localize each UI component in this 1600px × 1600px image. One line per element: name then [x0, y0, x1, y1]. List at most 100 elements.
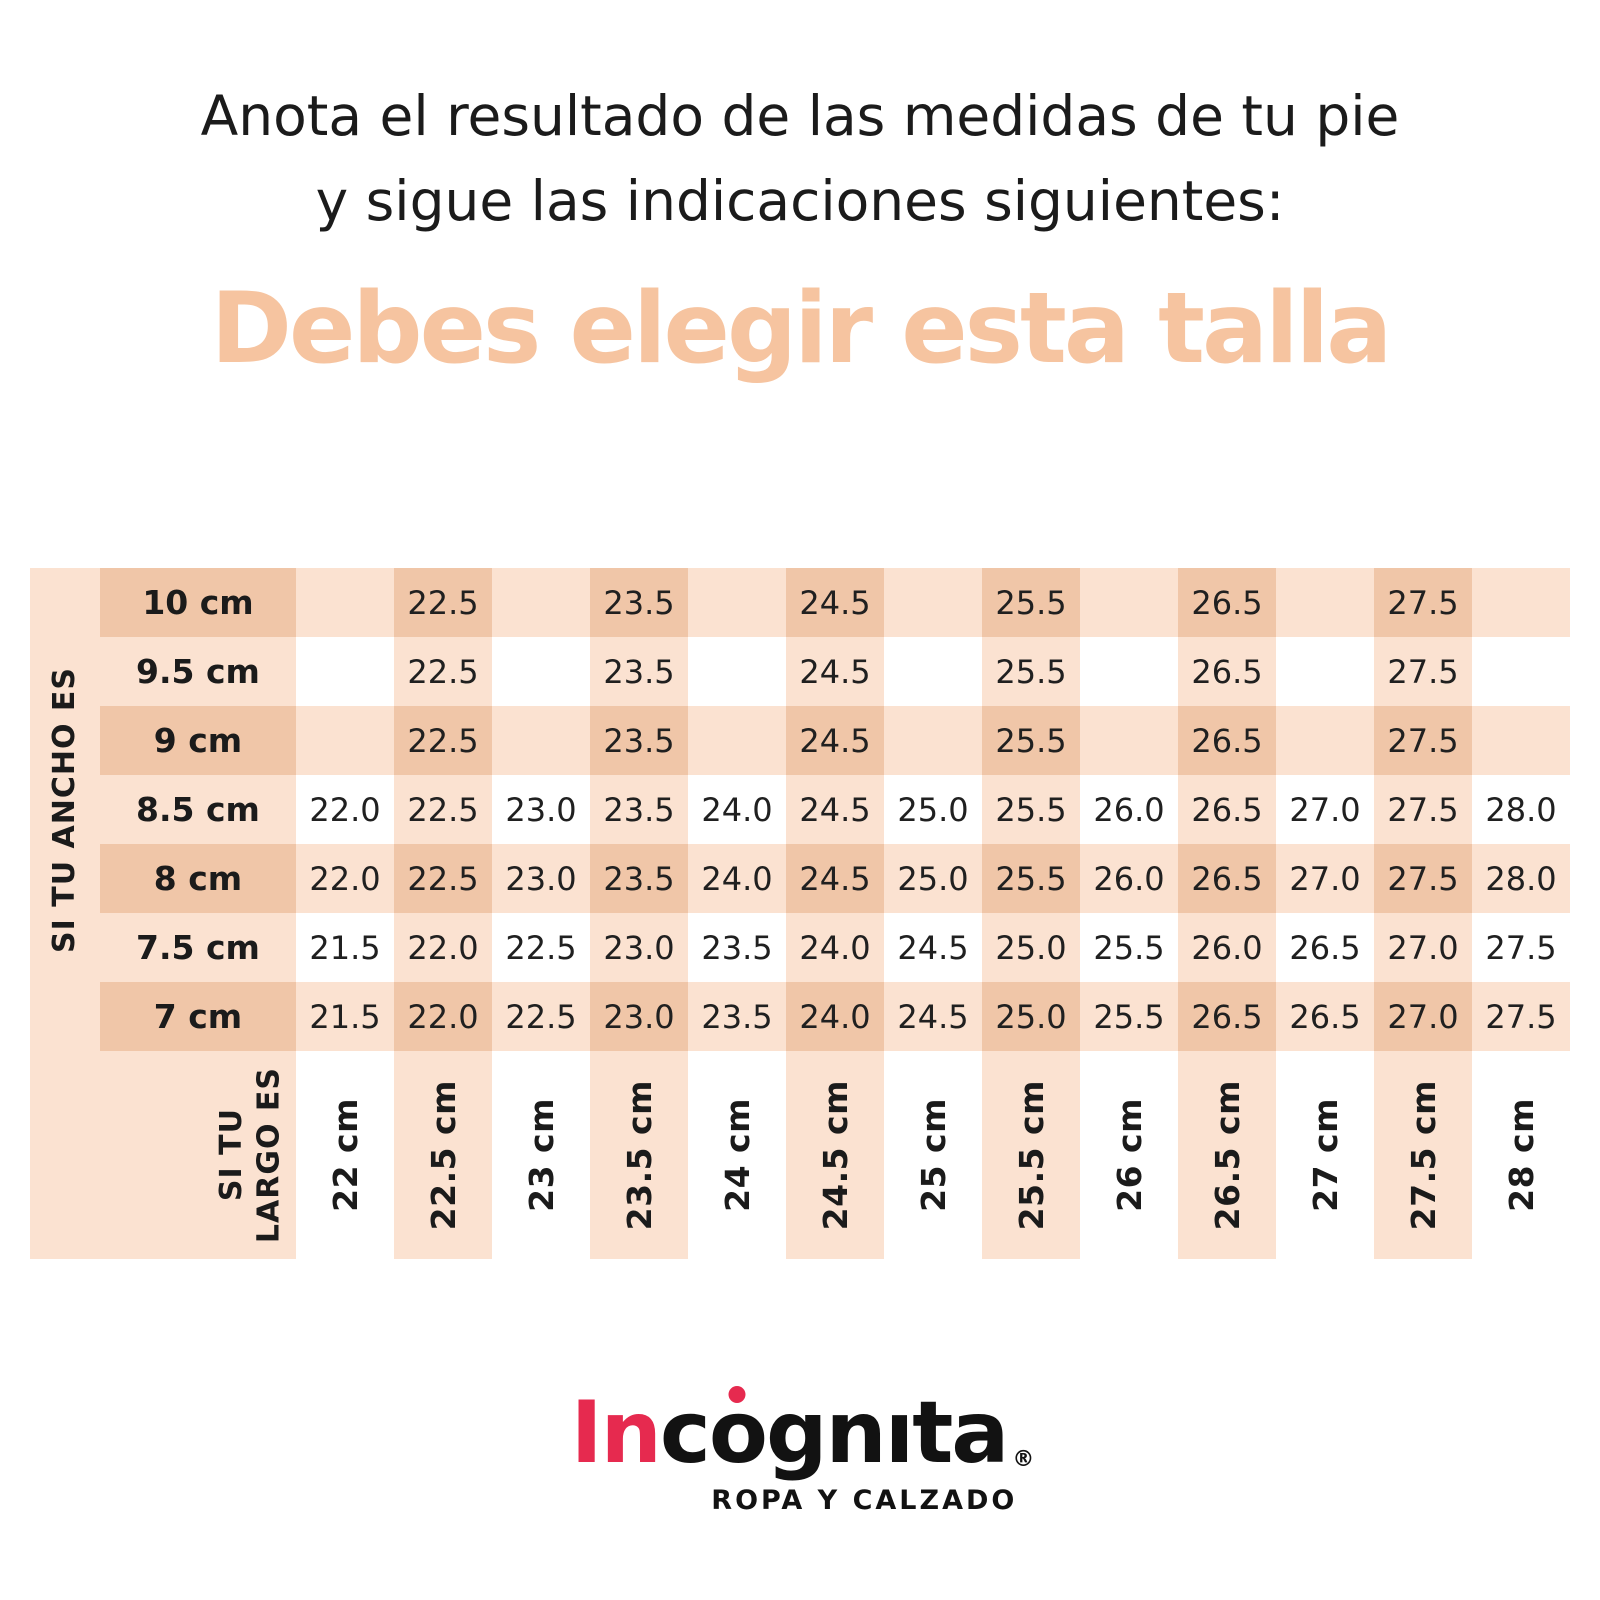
size-cell: 23.5 — [590, 568, 688, 637]
size-cell: 25.5 — [982, 844, 1080, 913]
size-cell — [1472, 568, 1570, 637]
column-label-cell: 27 cm — [1276, 1051, 1374, 1259]
wordmark-prefix: In — [570, 1383, 662, 1483]
size-cell: 27.5 — [1374, 775, 1472, 844]
size-cell — [492, 568, 590, 637]
size-cell — [492, 637, 590, 706]
size-cell: 27.5 — [1374, 568, 1472, 637]
size-cell: 25.5 — [982, 637, 1080, 706]
size-cell: 24.0 — [688, 844, 786, 913]
size-cell: 23.0 — [492, 844, 590, 913]
size-cell: 23.5 — [590, 706, 688, 775]
size-cell — [1276, 706, 1374, 775]
size-cell: 27.0 — [1374, 913, 1472, 982]
page-title: Anota el resultado de las medidas de tu … — [0, 74, 1600, 245]
column-label: 24 cm — [717, 1098, 757, 1212]
size-cell: 24.5 — [884, 982, 982, 1051]
brand-tagline: ROPA Y CALZADO — [711, 1484, 1018, 1516]
size-cell — [296, 637, 394, 706]
size-cell: 25.5 — [1080, 913, 1178, 982]
size-cell: 25.0 — [982, 913, 1080, 982]
size-cell: 22.0 — [394, 982, 492, 1051]
column-label-cell: 23 cm — [492, 1051, 590, 1259]
size-cell — [884, 637, 982, 706]
page-title-line2: y sigue las indicaciones siguientes: — [315, 169, 1285, 234]
wordmark-suffix: gnıta — [765, 1383, 1009, 1483]
size-cell: 25.0 — [884, 844, 982, 913]
size-cell: 26.5 — [1178, 706, 1276, 775]
size-cell: 26.5 — [1178, 568, 1276, 637]
wordmark-c: c — [659, 1383, 711, 1483]
size-cell: 23.5 — [590, 637, 688, 706]
column-label-cell: 27.5 cm — [1374, 1051, 1472, 1259]
size-cell: 26.0 — [1178, 913, 1276, 982]
size-cell — [1276, 637, 1374, 706]
size-cell: 24.5 — [786, 568, 884, 637]
size-cell: 27.5 — [1472, 913, 1570, 982]
size-cell: 27.5 — [1472, 982, 1570, 1051]
size-cell: 24.5 — [786, 844, 884, 913]
size-cell: 22.5 — [492, 982, 590, 1051]
size-cell: 23.5 — [688, 913, 786, 982]
size-cell: 25.5 — [982, 775, 1080, 844]
logo-accent-dot — [728, 1386, 746, 1403]
size-cell: 23.5 — [590, 844, 688, 913]
size-cell: 26.5 — [1178, 637, 1276, 706]
column-label: 25 cm — [913, 1098, 953, 1212]
size-cell: 23.0 — [492, 775, 590, 844]
column-label: 23 cm — [521, 1098, 561, 1212]
size-cell — [1080, 706, 1178, 775]
size-cell: 26.5 — [1178, 775, 1276, 844]
size-cell: 24.5 — [884, 913, 982, 982]
size-cell — [688, 706, 786, 775]
length-axis-label: SI TU LARGO ES — [213, 1067, 288, 1243]
size-cell: 21.5 — [296, 982, 394, 1051]
size-cell — [688, 568, 786, 637]
size-cell: 25.5 — [982, 706, 1080, 775]
size-cell: 22.5 — [394, 568, 492, 637]
column-label: 28 cm — [1501, 1098, 1541, 1212]
width-axis-strip: SI TU ANCHO ES — [30, 568, 100, 1051]
size-cell: 24.5 — [786, 706, 884, 775]
size-cell — [884, 568, 982, 637]
size-cell — [296, 568, 394, 637]
size-cell: 27.0 — [1276, 775, 1374, 844]
size-cell: 27.5 — [1374, 637, 1472, 706]
size-cell: 21.5 — [296, 913, 394, 982]
column-label: 24.5 cm — [815, 1079, 855, 1231]
size-cell — [688, 637, 786, 706]
length-axis-cell: SI TU LARGO ES — [30, 1051, 296, 1259]
size-cell: 24.5 — [786, 775, 884, 844]
column-label-cell: 26 cm — [1080, 1051, 1178, 1259]
size-cell — [884, 706, 982, 775]
size-cell: 24.5 — [786, 637, 884, 706]
size-cell: 27.0 — [1374, 982, 1472, 1051]
row-label: 8.5 cm — [100, 775, 296, 844]
row-label: 7.5 cm — [100, 913, 296, 982]
column-label: 27 cm — [1305, 1098, 1345, 1212]
size-cell — [1276, 568, 1374, 637]
size-cell — [296, 706, 394, 775]
size-cell: 25.0 — [982, 982, 1080, 1051]
size-cell: 23.0 — [590, 913, 688, 982]
size-cell: 28.0 — [1472, 775, 1570, 844]
size-cell: 26.0 — [1080, 775, 1178, 844]
size-cell: 22.5 — [394, 844, 492, 913]
column-label: 23.5 cm — [619, 1079, 659, 1231]
column-label: 27.5 cm — [1403, 1079, 1443, 1231]
size-cell: 26.0 — [1080, 844, 1178, 913]
size-cell: 22.5 — [394, 637, 492, 706]
column-label-cell: 25.5 cm — [982, 1051, 1080, 1259]
size-cell: 25.0 — [884, 775, 982, 844]
size-cell: 26.5 — [1178, 982, 1276, 1051]
size-cell: 22.5 — [394, 775, 492, 844]
row-label: 9 cm — [100, 706, 296, 775]
size-cell: 22.0 — [296, 775, 394, 844]
column-label: 25.5 cm — [1011, 1079, 1051, 1231]
column-label-cell: 23.5 cm — [590, 1051, 688, 1259]
row-label: 7 cm — [100, 982, 296, 1051]
row-label: 9.5 cm — [100, 637, 296, 706]
size-cell: 23.5 — [688, 982, 786, 1051]
size-chart-table: SI TU ANCHO ES 10 cm 22.5 23.5 24.5 25.5 26.5 2… — [30, 568, 1570, 1259]
